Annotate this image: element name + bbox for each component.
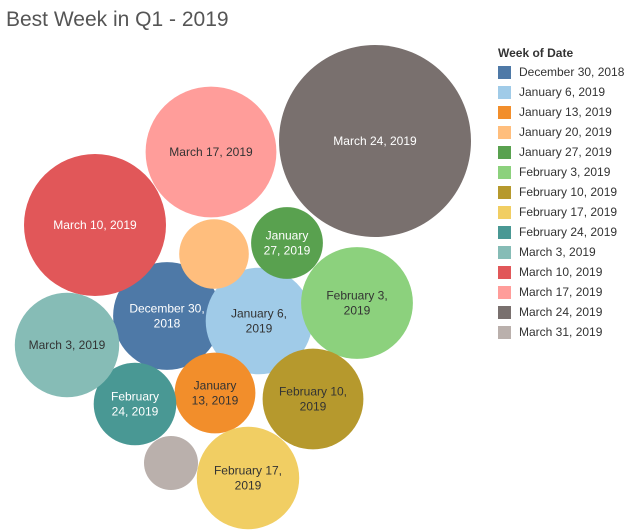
bubble-label: March 17, 2019 [169,145,253,159]
legend-item[interactable]: March 31, 2019 [498,322,637,342]
bubble-circle[interactable] [14,292,120,398]
bubble-label: February 3, [326,289,387,303]
legend-label: February 10, 2019 [519,185,618,199]
bubble-february-3-2019[interactable]: February 3,2019 [301,247,413,359]
bubble-label: March 24, 2019 [333,134,417,148]
bubble-circle[interactable] [24,154,166,296]
bubble-circle[interactable] [144,436,198,490]
bubble-label: December 30, [129,302,204,316]
bubble-label: February 10, [279,385,347,399]
legend-label: March 24, 2019 [519,305,603,319]
bubble-label: March 3, 2019 [29,338,106,352]
bubble-circle[interactable] [113,262,221,370]
legend-item[interactable]: March 17, 2019 [498,282,637,302]
bubble-label: 13, 2019 [192,394,239,408]
bubble-label: 2019 [235,479,262,493]
bubble-label: 2019 [300,400,327,414]
bubble-circle[interactable] [301,247,413,359]
legend-item[interactable]: December 30, 2018 [498,62,637,82]
chart-title: Best Week in Q1 - 2019 [6,8,229,31]
legend-swatch [498,285,511,299]
legend-item[interactable]: February 24, 2019 [498,222,637,242]
legend-label: January 13, 2019 [519,105,612,119]
legend-label: March 17, 2019 [519,285,603,299]
bubble-march-10-2019[interactable]: March 10, 2019 [24,154,166,296]
bubble-label: January [266,229,309,243]
legend-swatch [498,65,511,79]
legend-label: February 17, 2019 [519,205,618,219]
legend-item[interactable]: March 24, 2019 [498,302,637,322]
bubble-circle[interactable] [279,45,471,237]
bubble-january-6-2019[interactable]: January 6,2019 [205,267,313,375]
legend-label: March 10, 2019 [519,265,603,279]
legend-item[interactable]: February 17, 2019 [498,202,637,222]
bubble-february-17-2019[interactable]: February 17,2019 [196,426,300,530]
legend-item[interactable]: March 3, 2019 [498,242,637,262]
bubble-march-24-2019[interactable]: March 24, 2019 [279,45,471,237]
legend-item[interactable]: February 3, 2019 [498,162,637,182]
bubble-label: January [194,379,237,393]
bubble-circle[interactable] [174,352,256,434]
bubble-label: 24, 2019 [112,405,159,419]
legend-swatch [498,125,511,139]
bubble-circle[interactable] [251,207,323,279]
bubble-march-31-2019[interactable] [144,436,198,490]
legend-label: December 30, 2018 [519,65,625,79]
legend-label: March 31, 2019 [519,325,603,339]
legend-swatch [498,105,511,119]
bubble-march-17-2019[interactable]: March 17, 2019 [145,86,277,218]
bubble-label: February [111,390,159,404]
legend-item[interactable]: January 6, 2019 [498,82,637,102]
bubble-circle[interactable] [196,426,300,530]
bubble-label: January 6, [231,307,287,321]
legend-swatch [498,165,511,179]
bubble-circle[interactable] [179,219,249,289]
bubble-circle[interactable] [93,362,177,446]
bubble-circle[interactable] [262,348,364,450]
legend-label: February 24, 2019 [519,225,618,239]
legend-items: December 30, 2018 January 6, 2019 January … [498,62,637,342]
bubble-february-10-2019[interactable]: February 10,2019 [262,348,364,450]
legend-swatch [498,145,511,159]
legend-swatch [498,85,511,99]
legend-label: February 3, 2019 [519,165,611,179]
legend-label: January 27, 2019 [519,145,612,159]
legend: Week of Date December 30, 2018 January 6,… [498,44,637,342]
bubble-label: 27, 2019 [264,244,311,258]
legend-title: Week of Date [498,46,574,60]
bubble-label: 2019 [344,304,371,318]
legend-label: January 20, 2019 [519,125,612,139]
legend-swatch [498,185,511,199]
legend-swatch [498,325,511,339]
bubble-march-3-2019[interactable]: March 3, 2019 [14,292,120,398]
bubble-label: 2018 [154,317,181,331]
legend-item[interactable]: January 27, 2019 [498,142,637,162]
legend-swatch [498,205,511,219]
bubble-december-30-2018[interactable]: December 30,2018 [113,262,221,370]
bubble-circle[interactable] [145,86,277,218]
legend-item[interactable]: January 20, 2019 [498,122,637,142]
legend-swatch [498,305,511,319]
bubble-circle[interactable] [205,267,313,375]
legend-swatch [498,245,511,259]
legend-label: January 6, 2019 [519,85,606,99]
bubble-label: February 17, [214,464,282,478]
bubble-january-20-2019[interactable] [179,219,249,289]
legend-item[interactable]: March 10, 2019 [498,262,637,282]
legend-swatch [498,225,511,239]
bubble-label: March 10, 2019 [53,218,137,232]
legend-item[interactable]: January 13, 2019 [498,102,637,122]
legend-label: March 3, 2019 [519,245,596,259]
legend-swatch [498,265,511,279]
bubble-label: 2019 [246,322,273,336]
legend-item[interactable]: February 10, 2019 [498,182,637,202]
